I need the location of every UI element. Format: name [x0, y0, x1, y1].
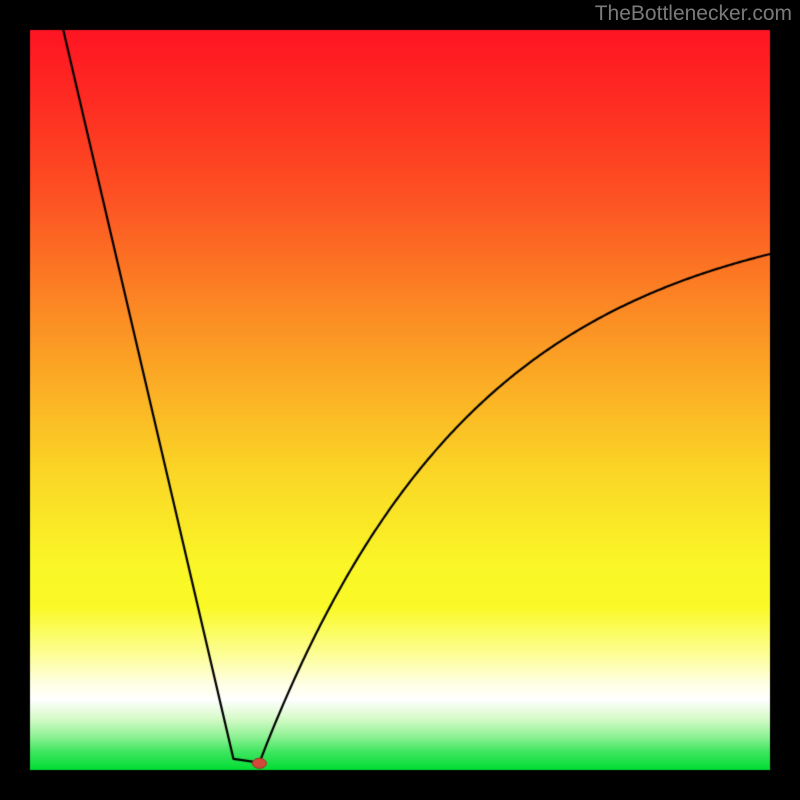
bottleneck-curve-canvas [0, 0, 800, 800]
watermark-text: TheBottlenecker.com [595, 2, 792, 26]
chart-container: TheBottlenecker.com [0, 0, 800, 800]
